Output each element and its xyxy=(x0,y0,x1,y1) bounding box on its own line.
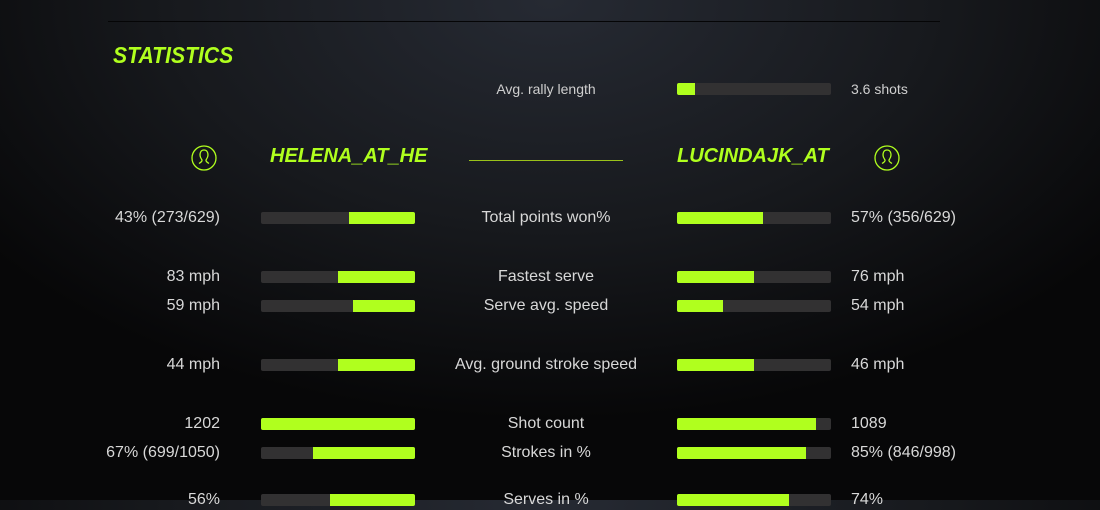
rally-row: Avg. rally length 3.6 shots xyxy=(0,79,1100,99)
stat-left-bar xyxy=(261,300,415,312)
section-title: STATISTICS xyxy=(113,42,234,68)
stat-left-bar xyxy=(261,359,415,371)
stat-left-bar-fill xyxy=(261,418,415,430)
rally-label: Avg. rally length xyxy=(496,81,596,97)
stat-left-bar xyxy=(261,212,415,224)
stat-left-bar-fill xyxy=(313,447,415,459)
stat-right-bar-fill xyxy=(677,494,790,506)
stat-left-value: 59 mph xyxy=(166,297,220,314)
stat-right-bar-fill xyxy=(677,447,807,459)
header-divider xyxy=(108,21,940,22)
stat-label: Strokes in % xyxy=(501,444,591,461)
stat-left-bar xyxy=(261,447,415,459)
stat-right-bar xyxy=(677,494,831,506)
stat-right-value: 85% (846/998) xyxy=(851,444,956,461)
stat-left-bar-fill xyxy=(338,271,415,283)
stat-left-bar xyxy=(261,271,415,283)
stat-right-bar-fill xyxy=(677,212,764,224)
stat-left-bar xyxy=(261,418,415,430)
rally-bar-fill xyxy=(677,83,696,95)
stat-row: 43% (273/629) Total points won% 57% (356… xyxy=(0,208,1100,228)
stat-left-bar-fill xyxy=(348,212,415,224)
stat-right-value: 57% (356/629) xyxy=(851,209,956,226)
stat-right-bar-fill xyxy=(677,418,816,430)
stat-right-bar xyxy=(677,447,831,459)
stat-row: 44 mph Avg. ground stroke speed 46 mph xyxy=(0,355,1100,375)
stat-left-value: 83 mph xyxy=(166,268,220,285)
stat-right-value: 1089 xyxy=(851,415,887,432)
stat-right-bar xyxy=(677,271,831,283)
stat-right-bar-fill xyxy=(677,359,754,371)
stat-right-bar xyxy=(677,418,831,430)
stat-right-bar xyxy=(677,212,831,224)
stat-label: Serve avg. speed xyxy=(483,297,609,314)
stat-right-value: 76 mph xyxy=(851,268,905,285)
stat-left-bar-fill xyxy=(330,494,415,506)
player-right-name: LUCINDAJK_AT xyxy=(677,145,829,167)
rally-bar xyxy=(677,83,831,95)
vs-divider xyxy=(469,160,623,161)
stat-label: Serves in % xyxy=(503,491,589,508)
stat-right-bar xyxy=(677,300,831,312)
stat-row: 1202 Shot count 1089 xyxy=(0,414,1100,434)
stat-right-value: 74% xyxy=(851,491,884,508)
stat-right-bar xyxy=(677,359,831,371)
stat-right-value: 46 mph xyxy=(851,356,905,373)
stat-left-value: 67% (699/1050) xyxy=(106,444,220,461)
stat-left-bar xyxy=(261,494,415,506)
stat-row: 83 mph Fastest serve 76 mph xyxy=(0,267,1100,287)
user-icon xyxy=(874,145,900,171)
stat-left-bar-fill xyxy=(338,359,415,371)
stat-label: Shot count xyxy=(507,415,585,432)
stat-row: 67% (699/1050) Strokes in % 85% (846/998… xyxy=(0,443,1100,463)
stat-row: 59 mph Serve avg. speed 54 mph xyxy=(0,296,1100,316)
stat-left-bar-fill xyxy=(353,300,415,312)
stat-left-value: 56% xyxy=(187,491,220,508)
stat-label: Avg. ground stroke speed xyxy=(454,356,638,373)
stat-label: Total points won% xyxy=(481,209,611,226)
rally-value: 3.6 shots xyxy=(851,81,908,97)
stat-left-value: 1202 xyxy=(184,415,220,432)
stat-row: 56% Serves in % 74% xyxy=(0,490,1100,510)
player-left-name: HELENA_AT_HE xyxy=(270,145,428,167)
stat-left-value: 43% (273/629) xyxy=(115,209,220,226)
stat-left-value: 44 mph xyxy=(166,356,220,373)
user-icon xyxy=(191,145,217,171)
stat-right-bar-fill xyxy=(677,271,754,283)
stat-right-bar-fill xyxy=(677,300,724,312)
stat-right-value: 54 mph xyxy=(851,297,905,314)
stat-label: Fastest serve xyxy=(497,268,595,285)
